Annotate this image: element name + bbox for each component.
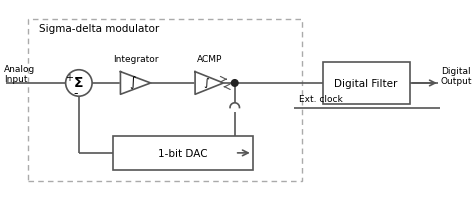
Text: ∫: ∫ <box>203 78 209 88</box>
Text: Ext. clock: Ext. clock <box>299 94 343 103</box>
Text: Digital
Output: Digital Output <box>441 66 472 86</box>
Text: 1-bit DAC: 1-bit DAC <box>158 148 208 158</box>
Text: Σ: Σ <box>74 76 83 90</box>
Text: -: - <box>74 86 78 99</box>
Bar <box>113 136 253 170</box>
Text: ACMP: ACMP <box>197 55 222 64</box>
Circle shape <box>231 80 238 87</box>
Text: Digital Filter: Digital Filter <box>334 79 398 89</box>
Text: +: + <box>65 73 73 83</box>
Text: Analog
Input: Analog Input <box>4 64 36 84</box>
Text: ∫: ∫ <box>129 76 136 89</box>
Circle shape <box>65 70 92 97</box>
Text: Integrator: Integrator <box>113 55 158 64</box>
Polygon shape <box>120 72 151 95</box>
Polygon shape <box>195 72 223 95</box>
Bar <box>323 63 410 104</box>
Text: Sigma-delta modulator: Sigma-delta modulator <box>38 24 159 34</box>
Bar <box>28 20 302 181</box>
